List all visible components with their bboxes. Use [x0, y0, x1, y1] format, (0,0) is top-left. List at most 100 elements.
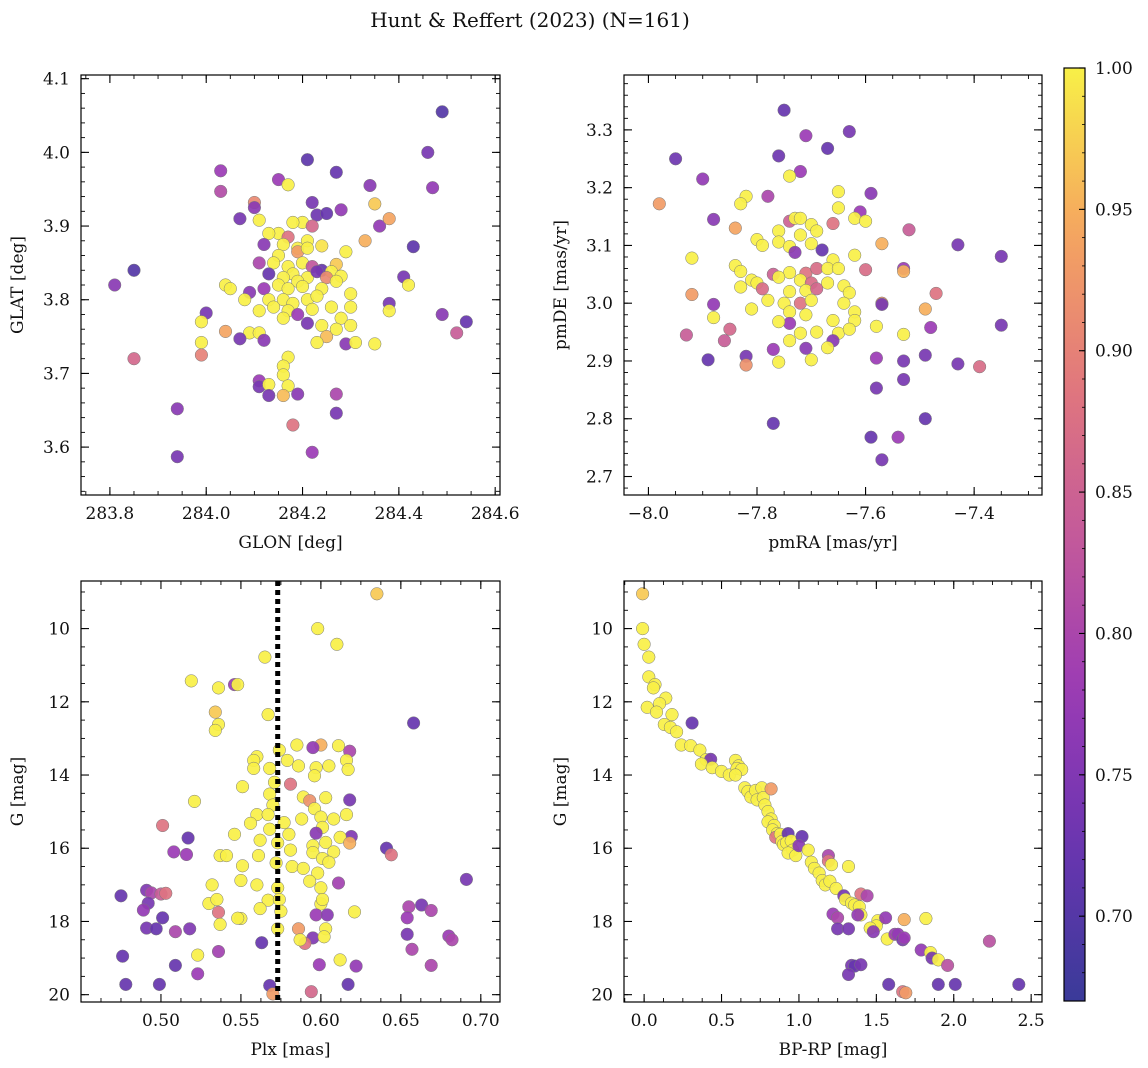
- colorbar-tick-label: 0.95: [1095, 200, 1133, 220]
- data-point: [734, 264, 748, 278]
- data-point: [402, 900, 416, 914]
- data-point: [219, 849, 234, 863]
- data-point: [333, 953, 347, 967]
- data-point: [187, 794, 202, 808]
- x-tick-label: 0.60: [302, 1011, 340, 1031]
- data-point: [233, 212, 247, 226]
- data-point: [869, 381, 883, 395]
- data-point: [707, 311, 721, 325]
- colorbar-tick-label: 0.70: [1095, 907, 1133, 927]
- data-point: [918, 412, 932, 426]
- data-point: [324, 300, 338, 314]
- data-point: [329, 406, 343, 420]
- scatter-points: [652, 103, 1008, 467]
- data-point: [320, 206, 334, 221]
- data-point: [764, 782, 778, 796]
- data-point: [127, 352, 141, 366]
- data-point: [227, 827, 242, 841]
- data-point: [156, 911, 170, 925]
- x-axis-label: Plx [mas]: [250, 1040, 330, 1060]
- data-point: [734, 197, 748, 211]
- data-point: [793, 211, 807, 225]
- data-point: [205, 878, 219, 892]
- data-point: [307, 769, 322, 783]
- data-point: [293, 933, 307, 947]
- colorbar-tick-label: 0.80: [1095, 624, 1133, 644]
- data-point: [181, 831, 195, 845]
- data-point: [286, 215, 300, 229]
- data-point: [701, 353, 715, 367]
- data-point: [864, 430, 878, 444]
- data-point: [329, 274, 343, 288]
- data-point: [283, 843, 298, 857]
- axes-frame: [623, 580, 1043, 1003]
- colorbar-frame: [1063, 67, 1086, 1002]
- y-tick-label: 18: [48, 912, 70, 932]
- data-point: [285, 859, 299, 874]
- y-axis-label: GLAT [deg]: [8, 236, 28, 334]
- data-point: [788, 245, 802, 259]
- data-point: [331, 876, 346, 890]
- y-tick-label: 2.8: [586, 410, 613, 430]
- data-point: [170, 450, 184, 464]
- data-point: [267, 256, 281, 270]
- y-tick-label: 12: [48, 693, 70, 713]
- data-point: [263, 761, 277, 775]
- data-point: [218, 324, 233, 338]
- data-point: [799, 308, 813, 322]
- data-point: [310, 289, 324, 303]
- data-point: [841, 859, 856, 874]
- data-point: [761, 293, 775, 307]
- y-tick-label: 3.9: [43, 217, 70, 237]
- y-tick-label: 4.0: [43, 143, 70, 163]
- data-point: [875, 297, 889, 311]
- data-point: [864, 186, 878, 200]
- x-tick-label: 1.5: [863, 1011, 890, 1031]
- data-point: [305, 219, 319, 233]
- x-axis-label: BP-RP [mag]: [779, 1040, 888, 1060]
- data-point: [262, 267, 276, 281]
- data-point: [717, 334, 731, 348]
- data-point: [261, 708, 275, 722]
- data-point: [262, 377, 276, 392]
- data-point: [831, 185, 845, 199]
- data-point: [815, 243, 829, 257]
- data-point: [445, 933, 459, 947]
- y-tick-label: 10: [48, 620, 70, 640]
- data-point: [296, 861, 310, 875]
- data-point: [772, 270, 786, 284]
- data-point: [310, 265, 324, 279]
- data-point: [723, 322, 737, 336]
- data-point: [108, 278, 122, 292]
- data-point: [636, 622, 650, 636]
- data-point: [821, 276, 835, 290]
- data-point: [210, 892, 224, 907]
- y-tick-label: 18: [591, 912, 613, 932]
- data-point: [116, 949, 130, 963]
- data-point: [772, 149, 786, 163]
- data-point: [685, 251, 699, 265]
- data-point: [149, 922, 163, 936]
- data-point: [208, 705, 222, 719]
- data-point: [136, 903, 150, 917]
- y-tick-label: 20: [591, 986, 613, 1006]
- x-tick-label: 2.0: [940, 1011, 967, 1031]
- data-point: [777, 103, 791, 117]
- data-point: [866, 925, 880, 939]
- data-point: [317, 930, 331, 944]
- data-point: [276, 388, 290, 403]
- data-point: [837, 296, 851, 310]
- data-point: [334, 311, 348, 325]
- data-point: [918, 348, 932, 362]
- data-point: [306, 741, 320, 755]
- data-point: [300, 316, 314, 330]
- data-point: [211, 944, 226, 959]
- data-point: [223, 282, 237, 296]
- data-point: [994, 318, 1008, 332]
- data-point: [407, 716, 421, 730]
- data-point: [652, 197, 666, 211]
- data-point: [290, 738, 304, 752]
- data-point: [281, 282, 295, 296]
- data-point: [783, 285, 797, 299]
- data-point: [194, 348, 208, 362]
